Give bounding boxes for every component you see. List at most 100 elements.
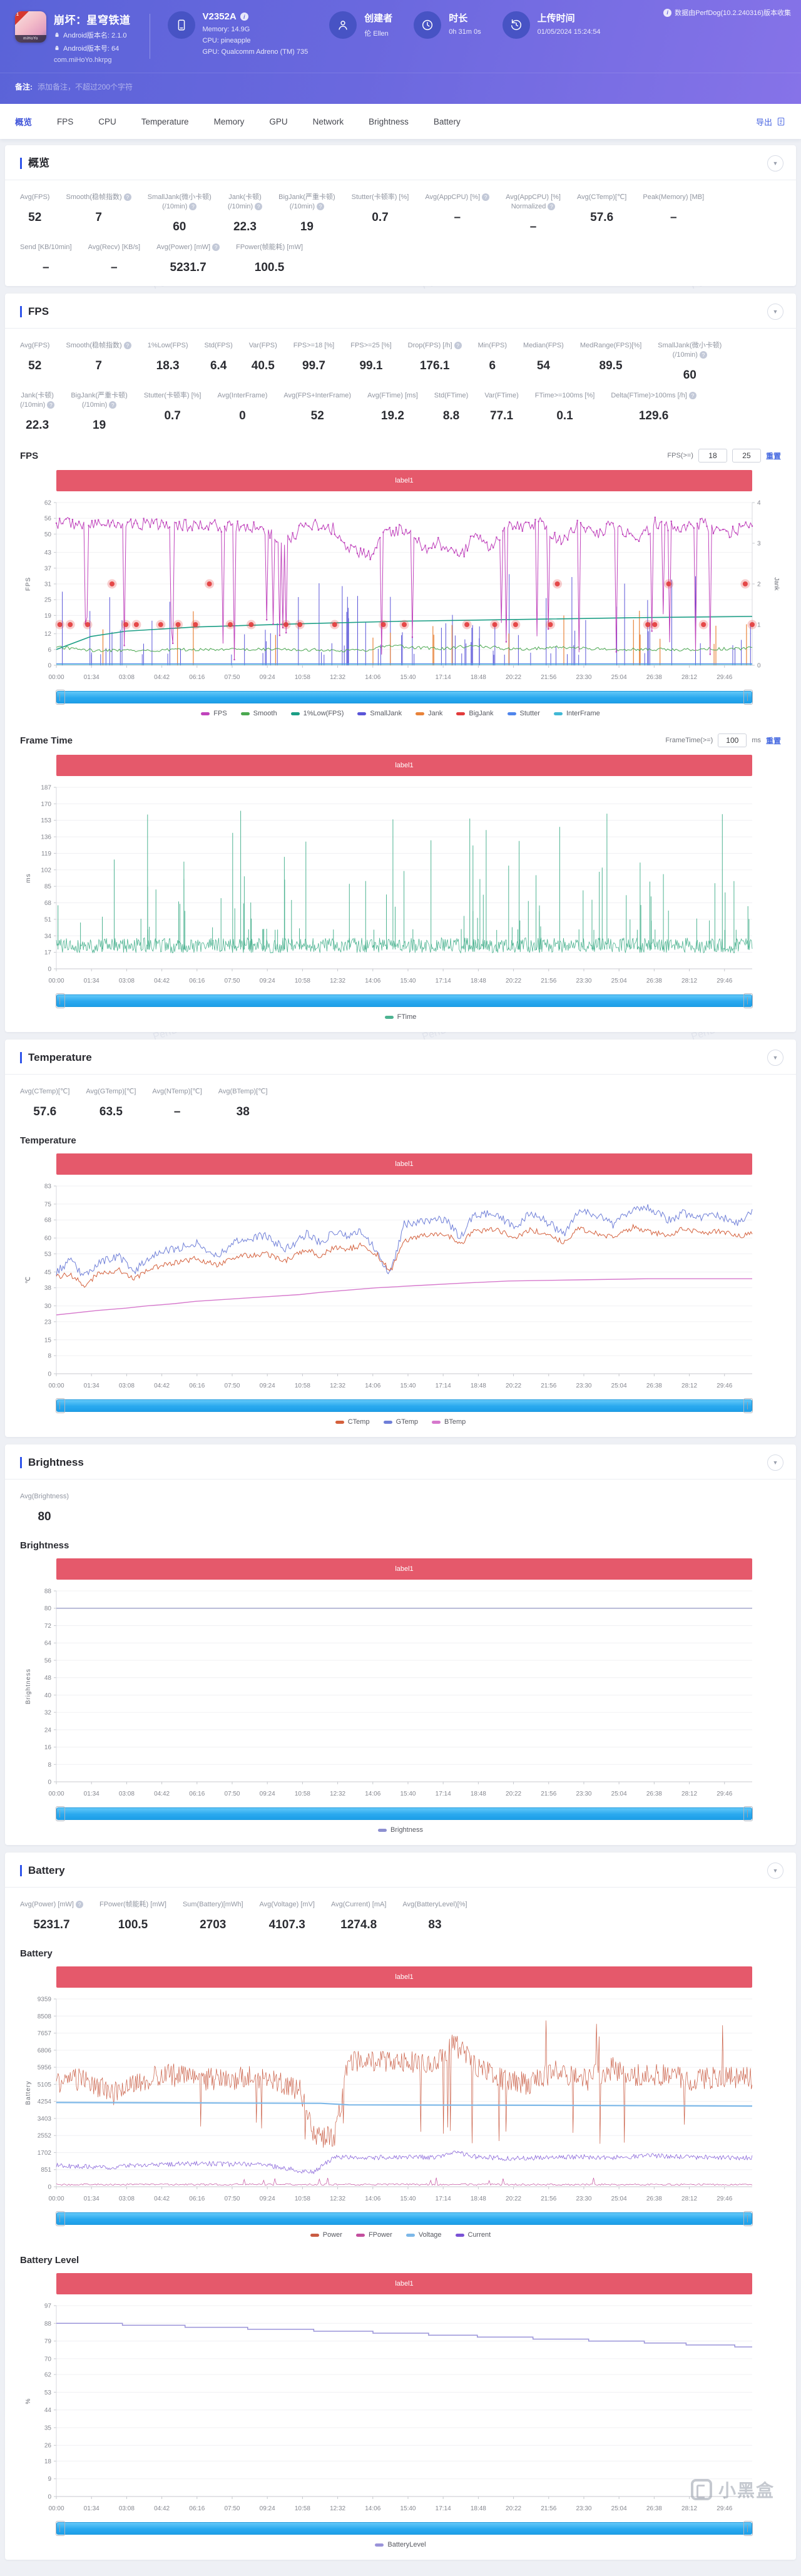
svg-text:25:04: 25:04 <box>611 2195 627 2202</box>
legend-item-GTemp[interactable]: GTemp <box>383 1418 418 1426</box>
tab-Network[interactable]: Network <box>312 116 344 126</box>
tab-Temperature[interactable]: Temperature <box>141 116 189 126</box>
help-icon[interactable]: ? <box>454 342 462 350</box>
tab-GPU[interactable]: GPU <box>269 116 288 126</box>
export-button[interactable]: 导出 <box>756 116 786 128</box>
help-icon[interactable]: ? <box>688 392 696 400</box>
scrollbar-left-handle[interactable] <box>56 2521 65 2536</box>
help-icon[interactable]: ? <box>47 401 55 409</box>
tab-概览[interactable]: 概览 <box>15 118 32 127</box>
fps-chart-plot[interactable]: 0 6 12 19 25 31 37 43 50 56 62 FPS 0 1 2 3 4 Jank 00:00 01:… <box>20 496 781 687</box>
svg-text:102: 102 <box>41 867 51 874</box>
svg-text:14:06: 14:06 <box>365 2505 380 2512</box>
tab-CPU[interactable]: CPU <box>98 116 116 126</box>
metric: Avg(AppCPU) [%]? – <box>425 193 490 234</box>
legend-item-CTemp[interactable]: CTemp <box>335 1418 370 1426</box>
help-icon[interactable]: ? <box>212 243 220 252</box>
help-icon[interactable]: ? <box>109 401 117 409</box>
legend-item-InterFrame[interactable]: InterFrame <box>553 710 600 717</box>
frametime-threshold-input[interactable] <box>718 733 747 747</box>
collapse-temperature-button[interactable]: ▼ <box>767 1050 783 1066</box>
legend-item-1%Low(FPS)[interactable]: 1%Low(FPS) <box>290 710 344 717</box>
scrollbar-left-handle[interactable] <box>56 2211 65 2226</box>
help-icon[interactable]: ? <box>123 193 131 202</box>
scrollbar-left-handle[interactable] <box>56 1398 65 1413</box>
metric: Stutter(卡顿率) [%] 0.7 <box>351 193 409 224</box>
legend-item-Jank[interactable]: Jank <box>416 710 442 717</box>
scrollbar-right-handle[interactable] <box>743 993 753 1008</box>
battery-level-chart-plot[interactable]: 0 9 18 26 35 44 53 62 70 79 88 97% 00:00 01:34 03:08 04… <box>20 2299 781 2518</box>
metric: FPS>=18 [%] 99.7 <box>293 342 335 372</box>
help-icon[interactable]: ? <box>317 203 325 211</box>
scrollbar-right-handle[interactable] <box>743 2211 753 2226</box>
tab-Memory[interactable]: Memory <box>213 116 245 126</box>
frametime-chart-scrollbar[interactable] <box>56 993 753 1008</box>
legend-item-Smooth[interactable]: Smooth <box>240 710 277 717</box>
svg-text:136: 136 <box>41 834 51 841</box>
scrollbar-left-handle[interactable] <box>56 993 65 1008</box>
legend-item-BTemp[interactable]: BTemp <box>432 1418 466 1426</box>
battery-level-chart-scrollbar[interactable] <box>56 2521 753 2536</box>
help-icon[interactable]: ? <box>699 351 707 359</box>
svg-text:28:12: 28:12 <box>681 2505 697 2512</box>
temperature-chart-plot[interactable]: 0 8 15 23 30 38 45 53 60 68 75 83 ℃ 00:00 01:34 03:08 04… <box>20 1180 781 1396</box>
frametime-reset-button[interactable]: 重置 <box>765 736 781 745</box>
help-icon[interactable]: ? <box>123 342 131 350</box>
frametime-chart-plot[interactable]: 0 17 34 51 68 85 102 119 136 153 170 187 ms 00:00 01:3… <box>20 781 781 991</box>
scrollbar-left-handle[interactable] <box>56 1806 65 1821</box>
help-icon[interactable]: ? <box>189 203 197 211</box>
legend-item-Stutter[interactable]: Stutter <box>507 710 540 717</box>
tab-FPS[interactable]: FPS <box>57 116 74 126</box>
legend-item-Current[interactable]: Current <box>455 2231 491 2239</box>
note-input[interactable] <box>38 82 300 91</box>
fps-threshold-input-2[interactable] <box>732 449 761 463</box>
battery-level-chart-title: Battery Level <box>20 2255 79 2266</box>
collapse-overview-button[interactable]: ▼ <box>767 155 783 171</box>
help-icon[interactable]: ? <box>255 203 263 211</box>
scrollbar-right-handle[interactable] <box>743 1806 753 1821</box>
scrollbar-right-handle[interactable] <box>743 2521 753 2536</box>
legend-item-BigJank[interactable]: BigJank <box>456 710 494 717</box>
fps-chart-scrollbar[interactable] <box>56 690 753 705</box>
info-icon[interactable]: i <box>663 8 672 17</box>
legend-item-Brightness[interactable]: Brightness <box>378 1826 423 1834</box>
tab-Battery[interactable]: Battery <box>433 116 461 126</box>
metric: Drop(FPS) [/h]? 176.1 <box>408 341 462 382</box>
scrollbar-left-handle[interactable] <box>56 690 65 705</box>
device-block: V2352A i Memory: 14.9G CPU: pineapple GP… <box>167 11 308 56</box>
legend-item-FPS[interactable]: FPS <box>201 710 227 717</box>
metric-value: 0.1 <box>556 409 573 422</box>
battery-chart-scrollbar[interactable] <box>56 2211 753 2226</box>
collapse-battery-button[interactable]: ▼ <box>767 1863 783 1879</box>
svg-text:12:32: 12:32 <box>330 674 345 681</box>
brightness-chart-scrollbar[interactable] <box>56 1806 753 1821</box>
svg-text:09:24: 09:24 <box>260 1383 275 1389</box>
legend-item-FPower[interactable]: FPower <box>355 2231 392 2239</box>
legend-item-FTime[interactable]: FTime <box>384 1013 416 1021</box>
legend-item-Power[interactable]: Power <box>310 2231 342 2239</box>
collapse-brightness-button[interactable]: ▼ <box>767 1454 783 1471</box>
legend-item-Voltage[interactable]: Voltage <box>406 2231 442 2239</box>
svg-text:45: 45 <box>44 1269 52 1276</box>
metric-value: 54 <box>536 359 550 372</box>
help-icon[interactable]: ? <box>75 1901 83 1909</box>
svg-text:06:16: 06:16 <box>189 1383 205 1389</box>
svg-text:37: 37 <box>44 565 52 572</box>
device-info-icon[interactable]: i <box>240 13 248 21</box>
tab-Brightness[interactable]: Brightness <box>369 116 409 126</box>
battery-card: Battery ▼ Avg(Power) [mW]? 5231.7 FPower(帧… <box>5 1853 796 2560</box>
fps-reset-button[interactable]: 重置 <box>765 451 781 461</box>
metric-value: 80 <box>38 1510 51 1523</box>
metric-value: 7 <box>95 211 102 224</box>
legend-item-BatteryLevel[interactable]: BatteryLevel <box>375 2541 426 2548</box>
battery-chart-plot[interactable]: 0 851 1702 2552 3403 4254 5105 5956 6806 7657 8508… <box>20 1993 781 2209</box>
collapse-fps-button[interactable]: ▼ <box>767 304 783 320</box>
scrollbar-right-handle[interactable] <box>743 690 753 705</box>
fps-threshold-input-1[interactable] <box>698 449 727 463</box>
scrollbar-right-handle[interactable] <box>743 1398 753 1413</box>
brightness-chart-plot[interactable]: 0 8 16 24 32 40 48 56 64 72 80 88 Brightness 00:00 01:… <box>20 1585 781 1804</box>
temperature-chart-scrollbar[interactable] <box>56 1398 753 1413</box>
help-icon[interactable]: ? <box>482 193 490 202</box>
legend-item-SmallJank[interactable]: SmallJank <box>357 710 402 717</box>
help-icon[interactable]: ? <box>548 203 556 211</box>
